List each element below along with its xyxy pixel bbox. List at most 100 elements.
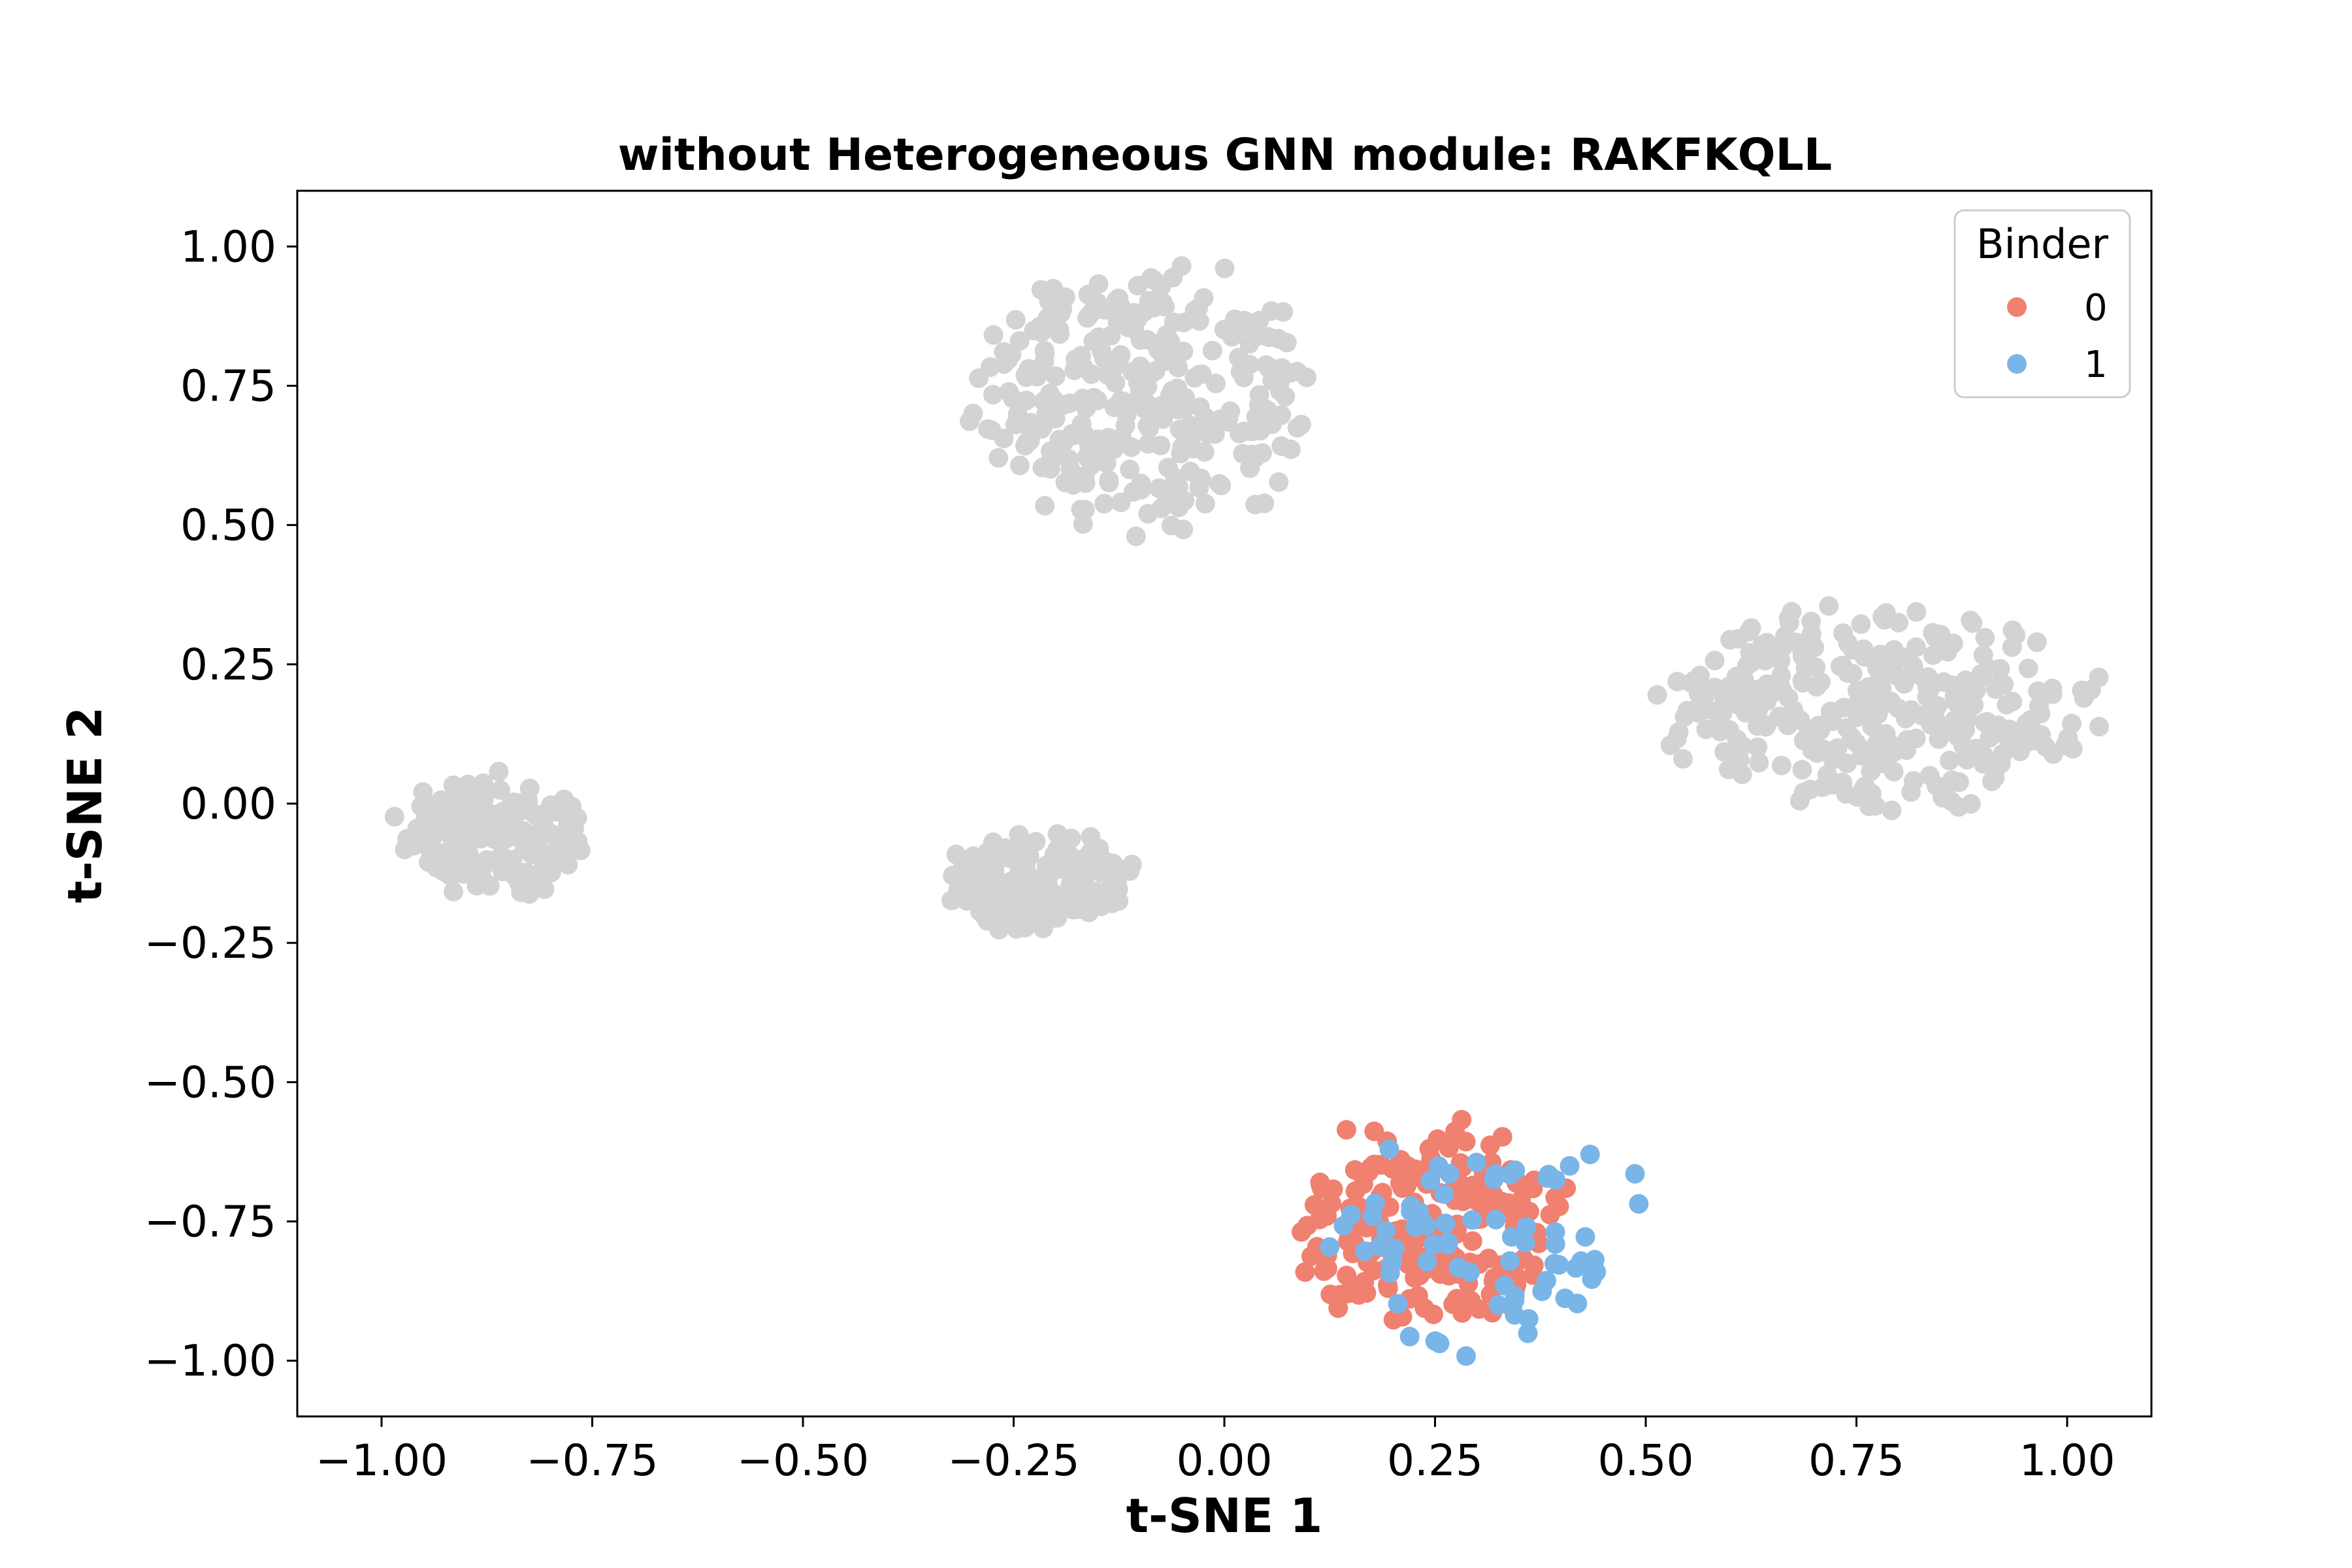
background-point [1151,435,1171,455]
binder-1-point [1544,1254,1564,1274]
background-point [567,808,587,828]
background-point [1149,407,1169,427]
background-point [1092,863,1112,883]
background-point [1710,721,1730,742]
binder-1-point [1532,1281,1552,1301]
background-point [2002,637,2022,657]
background-point [2028,681,2048,701]
x-axis-title: t-SNE 1 [1126,1488,1323,1543]
legend-box [1953,209,2131,399]
background-point [1083,301,1103,321]
background-point [1847,681,1867,701]
binder-0-point [1309,1209,1330,1230]
background-point [1011,882,1032,902]
background-point [1230,361,1250,382]
background-point [999,848,1019,868]
background-point [1667,728,1687,749]
background-point [444,881,464,902]
binder-1-point [1376,1220,1396,1241]
background-point [1973,754,1993,774]
background-point [1037,308,1058,328]
background-point [1846,733,1867,753]
background-point [1015,436,1035,456]
background-point [1205,373,1226,393]
background-point [1189,478,1209,498]
background-point [1098,889,1119,909]
background-point [1874,610,1895,630]
background-point [1718,759,1739,779]
y-tick-label: −0.75 [144,1197,276,1247]
y-tick-label: −1.00 [144,1336,276,1386]
background-point [1081,455,1102,475]
background-point [1137,393,1157,414]
y-tick-label: −0.50 [144,1057,276,1107]
background-point [1071,346,1091,366]
background-point [480,875,500,896]
legend-title: Binder [1976,220,2109,268]
binder-1-point [1567,1294,1588,1314]
binder-1-point [1333,1216,1354,1236]
background-point [519,800,540,821]
points-layer [384,256,2109,1366]
background-point [433,861,453,881]
legend-marker-0 [2007,297,2027,317]
background-point [974,864,994,884]
background-point [1287,361,1307,382]
background-point [1120,861,1140,881]
background-point [1158,457,1178,478]
background-point [1876,724,1896,744]
background-point [1880,664,1901,684]
background-point [1897,730,1918,750]
background-point [404,836,424,856]
background-point [2018,659,2038,679]
binder-0-point [1383,1310,1403,1330]
binder-1-point [1425,1331,1445,1351]
background-point [1126,527,1146,546]
background-point [554,789,574,809]
background-point [982,845,1002,866]
background-point [1094,493,1115,514]
background-point [1111,493,1131,512]
background-point [1893,647,1913,667]
background-point [1693,693,1713,713]
background-point [2031,704,2051,724]
background-point [488,849,508,869]
background-point [495,829,515,849]
x-tick-label: −0.25 [947,1435,1079,1486]
y-tick-label: 1.00 [180,221,276,272]
legend-label-1: 1 [2084,344,2108,386]
background-point [1269,472,1289,492]
background-point [1819,596,1839,616]
background-point [1728,629,1748,649]
binder-0-point [1462,1231,1482,1251]
background-point [1018,899,1038,919]
background-point [1939,751,1959,771]
background-point [1172,437,1192,457]
background-point [1047,824,1068,844]
background-point [1771,755,1791,776]
background-point [1849,706,1869,726]
background-point [1966,738,1986,759]
background-point [1031,879,1051,899]
background-point [1842,664,1863,684]
background-point [1882,800,1902,821]
background-point [1918,667,1938,687]
background-point [2016,713,2036,734]
background-point [1195,407,1215,427]
background-point [1188,298,1209,318]
background-point [1919,766,1940,786]
background-point [1973,645,1993,665]
binder-1-point [1500,1251,1520,1271]
background-point [1906,602,1927,622]
background-point [1045,366,1066,386]
background-point [960,411,979,431]
x-tick-label: 1.00 [2019,1435,2115,1486]
y-tick-label: 0.75 [180,361,276,411]
binder-0-point [1492,1192,1512,1212]
x-tick-label: 0.75 [1808,1435,1904,1486]
background-point [1222,327,1242,347]
background-point [1111,297,1131,317]
binder-1-point [1537,1168,1558,1188]
binder-1-point [1380,1263,1400,1283]
binder-0-point [1336,1120,1356,1140]
